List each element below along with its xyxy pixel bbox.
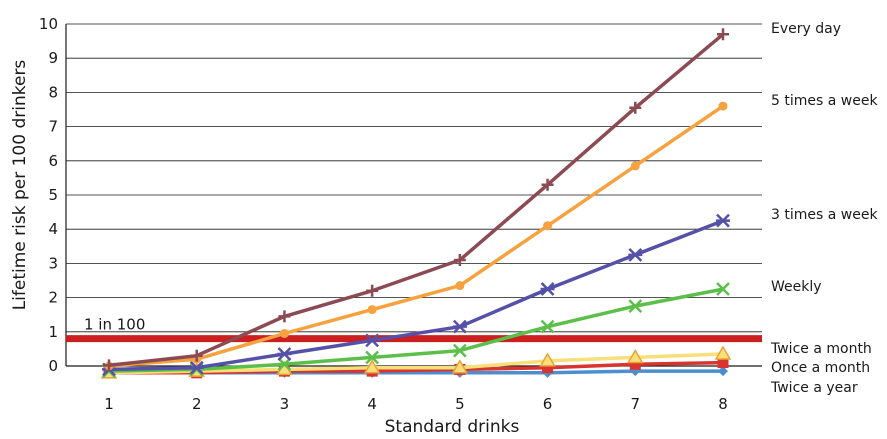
series-labels: Every day 5 times a week 3 times a week Wee… [770, 21, 878, 396]
data-point [540, 319, 555, 334]
y-tick-label: 8 [48, 83, 58, 101]
y-tick-labels: 0 1 2 3 4 5 6 7 8 9 10 [39, 15, 58, 375]
x-tick-label: 2 [192, 395, 202, 413]
x-tick-labels: 1 2 3 4 5 6 7 8 [104, 395, 728, 413]
series-line [108, 104, 724, 368]
y-tick-label: 4 [48, 220, 58, 238]
y-tick-label: 0 [48, 357, 58, 375]
data-point [452, 319, 467, 334]
y-tick-label: 1 [48, 323, 58, 341]
data-point [717, 28, 729, 41]
series-every-day [103, 28, 729, 372]
data-point [363, 359, 381, 374]
data-point [714, 345, 732, 360]
data-point [716, 282, 730, 296]
y-tick-label: 5 [48, 186, 58, 204]
series-3-times-a-week [102, 213, 730, 377]
series-label: Twice a month [770, 341, 872, 357]
x-tick-label: 4 [367, 395, 377, 413]
data-point [539, 352, 556, 367]
series-line [108, 352, 724, 375]
data-point [628, 247, 643, 262]
data-point [451, 359, 469, 374]
data-point [190, 349, 203, 362]
series-5-times-a-week [104, 101, 728, 371]
x-tick-label: 3 [280, 395, 290, 413]
data-point [716, 213, 730, 228]
series-label: 3 times a week [771, 207, 878, 223]
data-point [542, 362, 554, 374]
series-label: Every day [771, 21, 841, 37]
x-tick-label: 6 [543, 395, 553, 413]
data-point [278, 310, 291, 323]
reference-line [66, 335, 762, 343]
data-point [365, 333, 380, 348]
y-tick-label: 2 [48, 289, 58, 307]
y-tick-label: 6 [48, 152, 58, 170]
series-label: Once a month [771, 360, 870, 376]
series-label: Weekly [771, 279, 822, 295]
data-point [366, 284, 379, 297]
series-label: 5 times a week [771, 93, 878, 109]
series-line [108, 32, 725, 368]
data-point [452, 343, 467, 358]
data-point [543, 221, 553, 231]
data-point [717, 357, 729, 369]
x-tick-label: 7 [631, 395, 641, 413]
data-point [279, 329, 289, 339]
data-point [277, 347, 292, 361]
series-label: Twice a year [770, 380, 858, 396]
data-point [628, 299, 643, 314]
grid-lines [65, 23, 762, 367]
y-tick-label: 3 [48, 254, 58, 272]
data-point [367, 305, 377, 315]
data-point [630, 161, 640, 171]
data-point [540, 282, 555, 296]
data-point [541, 178, 554, 191]
x-axis-title: Standard drinks [385, 417, 520, 437]
data-point [455, 281, 465, 291]
x-tick-label: 1 [104, 395, 114, 413]
data-point [277, 357, 292, 372]
reference-line-group: 1 in 100 [66, 316, 762, 343]
data-point [718, 101, 728, 111]
y-tick-label: 7 [48, 118, 58, 136]
data-point [189, 360, 204, 375]
x-tick-label: 8 [718, 395, 728, 413]
series-group [100, 28, 732, 379]
data-point [629, 358, 641, 370]
data-point [365, 350, 380, 365]
x-tick-label: 5 [455, 395, 465, 413]
y-axis-title: Lifetime risk per 100 drinkers [10, 60, 30, 311]
reference-line-label: 1 in 100 [84, 316, 145, 334]
data-point [103, 359, 115, 372]
y-tick-label: 9 [48, 49, 58, 67]
data-point [629, 101, 642, 114]
data-point [453, 253, 466, 266]
series-line [108, 219, 724, 372]
series-line [108, 287, 724, 373]
data-point [626, 348, 644, 364]
data-point [718, 366, 728, 377]
y-tick-label: 10 [39, 15, 58, 33]
